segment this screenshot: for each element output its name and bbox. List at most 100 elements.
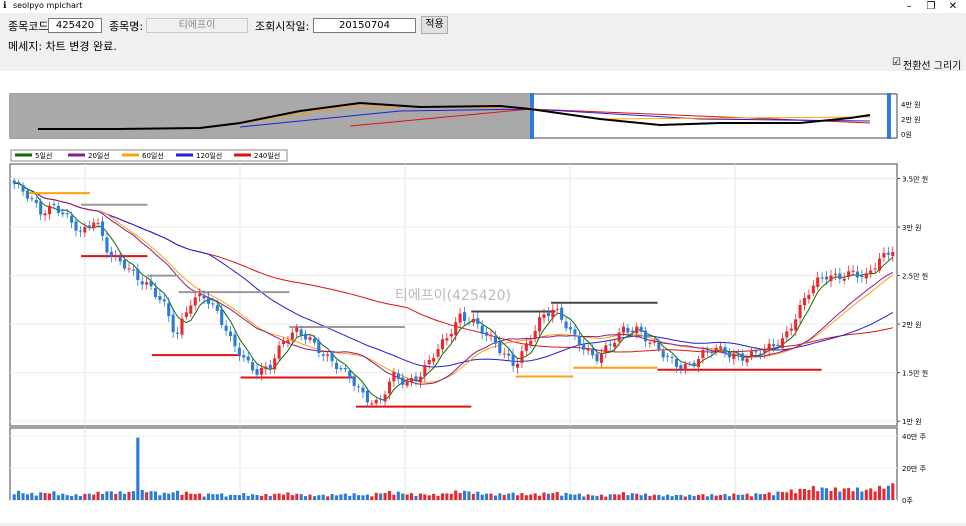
candle-body	[436, 349, 440, 357]
candle-body	[136, 268, 140, 281]
candle-body	[878, 258, 882, 271]
volume-bar	[176, 490, 180, 500]
start-date-input[interactable]: 20150704	[313, 18, 416, 33]
candle-body	[410, 378, 414, 383]
volume-bar	[758, 494, 762, 500]
volume-bar	[343, 493, 347, 500]
apply-button[interactable]: 적용	[421, 16, 448, 34]
candle-body	[635, 326, 639, 334]
volume-bar	[630, 493, 634, 500]
candle-body	[462, 312, 467, 321]
candle-body	[741, 353, 745, 361]
volume-bar	[485, 493, 489, 500]
volume-bar	[401, 493, 405, 500]
candle-body	[891, 252, 895, 257]
volume-bar	[529, 494, 533, 500]
window-title: seolpyo mplchart	[13, 1, 83, 10]
candle-body	[727, 351, 731, 358]
candle-body	[12, 180, 16, 184]
overview-panel[interactable]: 4만 원 2만 원 0원	[9, 93, 921, 139]
close-button[interactable]: ✕	[948, 1, 958, 12]
overview-tick: 2만 원	[901, 115, 921, 124]
candle-body	[109, 251, 113, 257]
candle-body	[61, 212, 65, 215]
candle-body	[312, 338, 316, 343]
candle-body	[290, 332, 294, 340]
overview-right-handle[interactable]	[887, 93, 891, 139]
candle-body	[577, 335, 581, 346]
volume-bar	[802, 488, 807, 500]
volume-bar	[286, 492, 290, 500]
volume-bar	[158, 495, 162, 500]
volume-bar	[330, 494, 334, 500]
volume-bar	[268, 495, 272, 500]
legend-label-ma20: 20일선	[88, 151, 110, 160]
chart-watermark: 티에프이(425420)	[395, 288, 511, 304]
volume-bars	[12, 437, 895, 500]
candle-body	[339, 368, 343, 370]
candle-body	[454, 322, 458, 336]
candle-body	[564, 321, 568, 329]
candle-body	[529, 340, 533, 345]
candle-body	[189, 305, 193, 314]
chart-area[interactable]: 4만 원 2만 원 0원 5일선 20일선 60일선 120일선 240일선 티…	[0, 71, 966, 523]
candle-body	[87, 225, 91, 228]
candle-body	[767, 343, 771, 351]
volume-bar	[295, 493, 299, 500]
volume-bar	[348, 495, 352, 500]
volume-bar	[533, 493, 537, 500]
title-bar: ℹ seolpyo mplchart – ❐ ✕	[0, 0, 966, 13]
candle-body	[357, 386, 361, 388]
candle-body	[233, 334, 237, 347]
candle-body	[140, 281, 144, 285]
candle-body	[758, 353, 762, 355]
overview-left-handle[interactable]	[530, 93, 534, 139]
overview-close-line	[38, 101, 871, 130]
chart-canvas[interactable]: 4만 원 2만 원 0원 5일선 20일선 60일선 120일선 240일선 티…	[0, 71, 966, 523]
overview-tick: 4만 원	[901, 100, 921, 109]
price-axis: 3.5만 원 3만 원 2.5만 원 2만 원 1.5만 원 1만 원	[897, 175, 928, 426]
price-tick-label: 1만 원	[902, 417, 922, 426]
candle-body	[440, 339, 445, 350]
candle-body	[423, 364, 427, 377]
candle-body	[74, 221, 78, 231]
candle-body	[414, 376, 418, 381]
draw-reversal-checkbox-label[interactable]: 전환선 그리기	[903, 61, 962, 72]
candle-body	[268, 364, 272, 369]
candle-body	[560, 307, 564, 320]
candle-body	[432, 358, 436, 362]
volume-bar	[701, 494, 705, 500]
candle-body	[591, 349, 595, 356]
candle-body	[630, 330, 634, 333]
candlesticks[interactable]	[12, 178, 895, 408]
price-tick-label: 3.5만 원	[902, 175, 928, 184]
volume-bar	[339, 494, 343, 500]
volume-tick-label: 20만 주	[902, 464, 927, 473]
reversal-lines	[27, 192, 822, 408]
volume-bar	[233, 494, 237, 500]
volume-bar	[749, 496, 754, 500]
maximize-button[interactable]: ❐	[926, 1, 936, 12]
candle-body	[131, 269, 135, 271]
candle-body	[847, 271, 851, 277]
volume-bar	[869, 488, 873, 500]
checkbox-icon[interactable]: ☑	[892, 57, 901, 68]
volume-bar	[599, 494, 603, 500]
volume-bar	[410, 493, 414, 500]
volume-bar	[92, 494, 96, 500]
candle-body	[396, 373, 400, 380]
vertical-grid	[84, 164, 736, 426]
candle-body	[626, 327, 630, 333]
volume-bar	[785, 492, 789, 500]
volume-bar	[573, 494, 577, 500]
minimize-button[interactable]: –	[906, 1, 912, 12]
candle-body	[379, 398, 383, 400]
candle-body	[92, 222, 96, 229]
code-input[interactable]: 425420	[48, 18, 102, 33]
candle-body	[259, 367, 263, 375]
volume-bar	[798, 488, 802, 500]
volume-bar	[184, 491, 188, 500]
volume-bar	[206, 493, 211, 500]
name-field: 티에프이	[146, 18, 248, 33]
candle-body	[754, 351, 758, 353]
